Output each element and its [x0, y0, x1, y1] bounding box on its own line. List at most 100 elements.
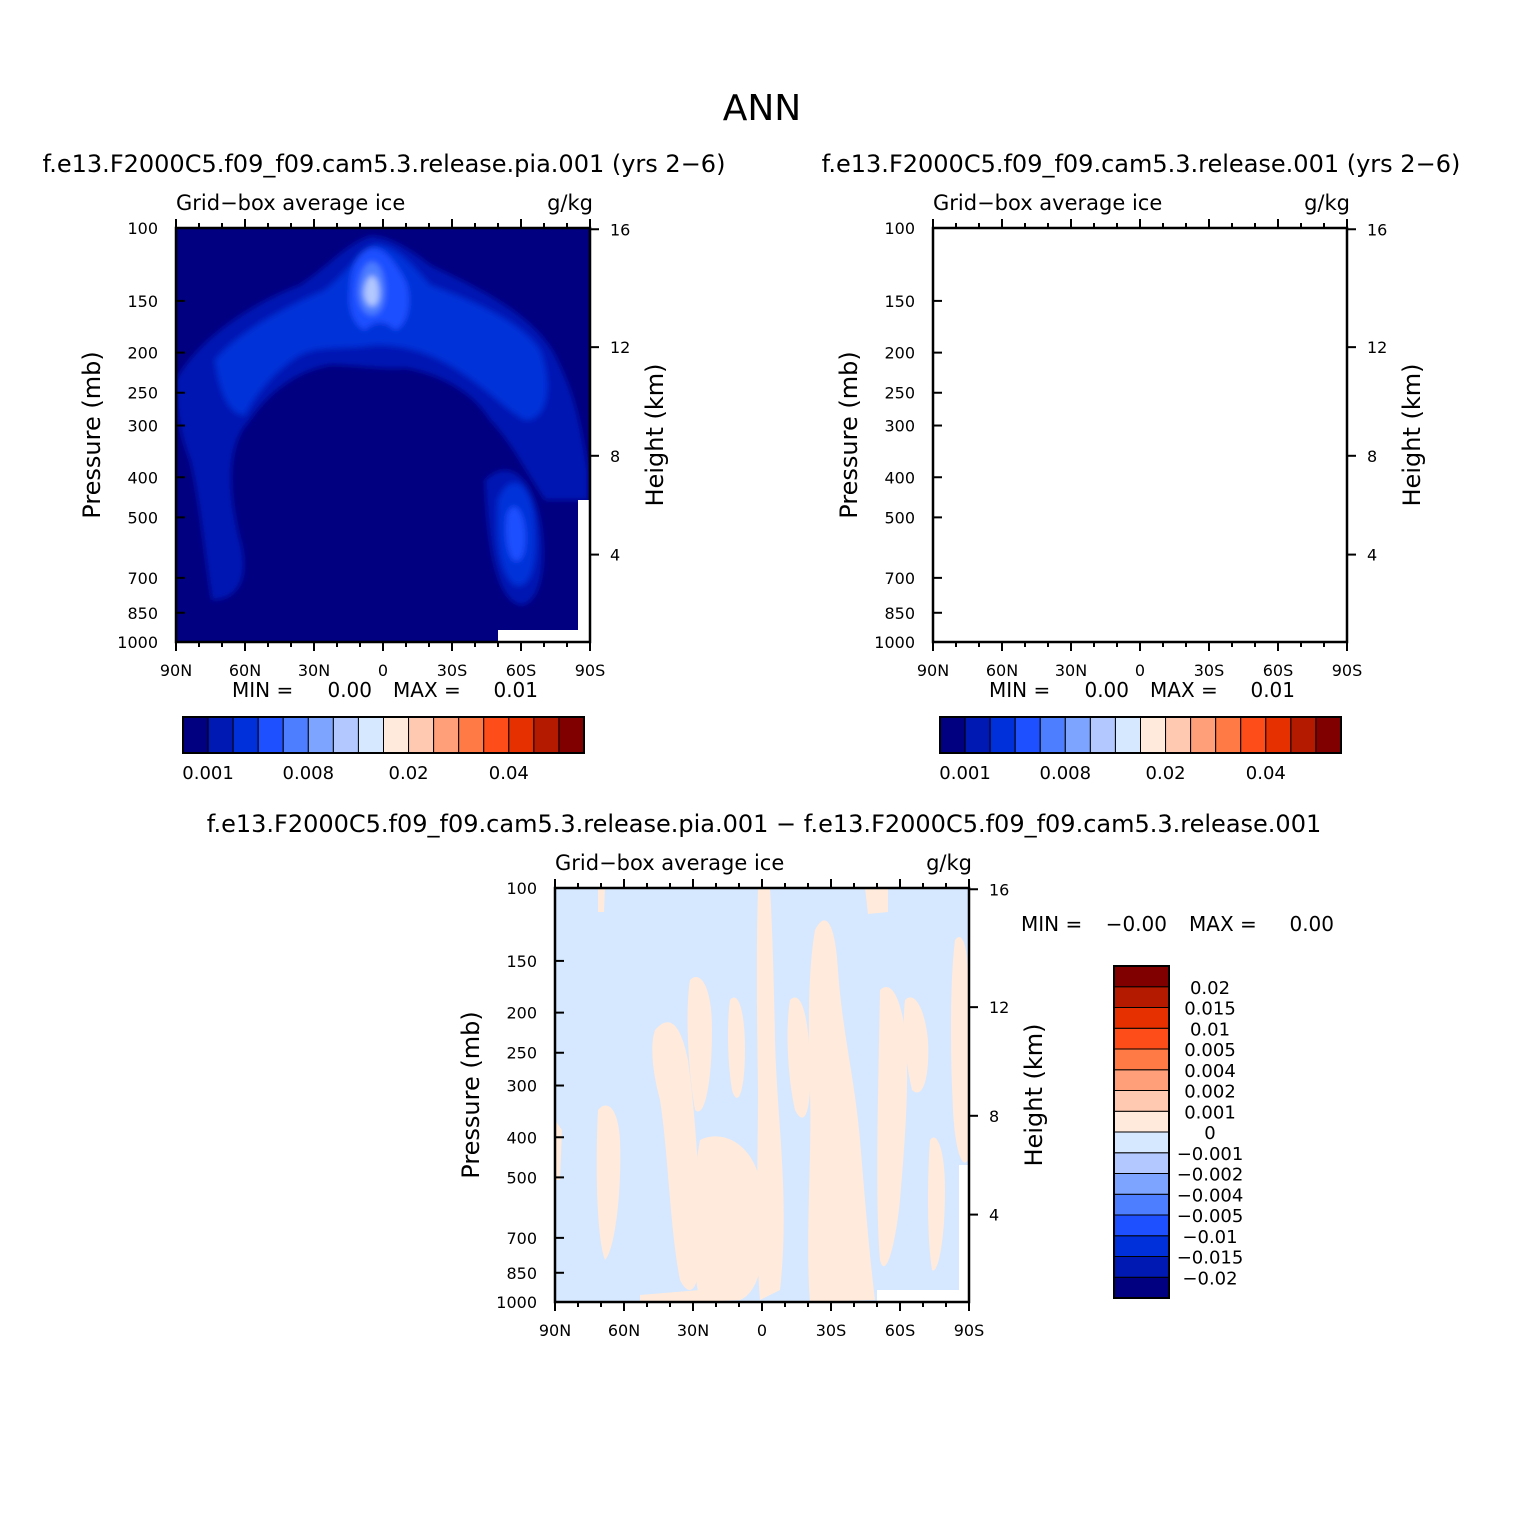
colorbar-label: 0.04: [1246, 763, 1286, 784]
missing-data-region: [959, 1165, 969, 1302]
ice-contour-level-2: [972, 245, 1304, 420]
colorbar: −0.02−0.015−0.01−0.005−0.004−0.002−0.001…: [1113, 965, 1244, 1299]
positive-diff-region: [877, 986, 908, 1267]
x-tick-label: 30S: [1194, 661, 1225, 680]
colorbar-swatch: [558, 716, 585, 754]
y-tick-label: 150: [884, 292, 915, 311]
min-value: 0.00: [1084, 678, 1129, 702]
y-tick-label: 700: [884, 569, 915, 588]
y2-axis-label: Height (km): [1020, 1024, 1048, 1167]
ice-contour-level-5: [364, 276, 379, 306]
y-tick-label: 400: [127, 468, 158, 487]
y-tick-label: 400: [884, 468, 915, 487]
y2-tick-label: 4: [610, 546, 620, 565]
ice-contour-level-2b: [1254, 483, 1292, 586]
x-tick-label: 30N: [298, 661, 330, 680]
ice-contour-level-3b: [506, 506, 526, 562]
x-tick-label: 60S: [885, 1321, 916, 1340]
colorbar-label: 0.015: [1184, 999, 1236, 1020]
ice-contour-level-4: [1115, 262, 1142, 315]
positive-diff-region: [596, 1105, 621, 1260]
colorbar-label: 0.004: [1184, 1061, 1236, 1082]
colorbar-label: 0.02: [1190, 978, 1230, 999]
panel-test-case: f.e13.F2000C5.f09_f09.cam5.3.release.pia…: [43, 150, 726, 784]
y-tick-label: 250: [506, 1044, 537, 1063]
y2-tick-label: 12: [610, 338, 630, 357]
colorbar-label: −0.004: [1177, 1185, 1244, 1206]
x-axis: 90N 60N 30N 0 30S 60S 90S: [539, 879, 984, 1340]
colorbar-swatch: [1113, 1131, 1170, 1154]
colorbar-swatch: [1113, 1048, 1170, 1071]
colorbar-label: 0.02: [389, 763, 429, 784]
colorbar-swatch: [282, 716, 309, 754]
field-background: [933, 228, 1347, 642]
y-tick-label: 700: [127, 569, 158, 588]
colorbar-swatch: [508, 716, 535, 754]
x-tick-label: 90S: [575, 661, 606, 680]
colorbar-label: 0.005: [1184, 1040, 1236, 1061]
y-tick-label: 300: [506, 1077, 537, 1096]
colorbar-swatch: [1315, 716, 1342, 754]
colorbar-swatch: [1113, 1069, 1170, 1091]
x-tick-label: 60N: [608, 1321, 640, 1340]
positive-diff-region: [950, 936, 968, 1163]
ice-contour-level-1: [933, 236, 1345, 600]
y-tick-label: 150: [127, 292, 158, 311]
plot-frame: [931, 226, 1349, 644]
colorbar-label: 0: [1204, 1123, 1215, 1144]
y2-tick-label: 4: [989, 1206, 999, 1225]
colorbar: 0.001 0.008 0.02 0.04: [939, 716, 1342, 784]
units-label: g/kg: [547, 191, 593, 215]
colorbar-swatch: [483, 716, 510, 754]
max-value: 0.00: [1289, 912, 1334, 936]
variable-label: Grid−box average ice: [933, 191, 1162, 215]
positive-diff-region: [693, 1136, 765, 1302]
y2-axis-label: Height (km): [1398, 364, 1426, 507]
y-tick-label: 1000: [874, 633, 915, 652]
ice-contour-level-1b: [1242, 470, 1300, 605]
colorbar-swatch: [1039, 716, 1066, 754]
y2-tick-label: 4: [1367, 546, 1377, 565]
y-axis-label: Pressure (mb): [835, 351, 863, 518]
missing-data-region: [1255, 630, 1347, 642]
y2-tick-label: 8: [1367, 447, 1377, 466]
colorbar-swatch: [1113, 1090, 1170, 1112]
positive-diff-region: [640, 1290, 720, 1302]
y-tick-label: 100: [506, 879, 537, 898]
y-tick-label: 300: [127, 417, 158, 436]
colorbar-swatch: [207, 716, 234, 754]
y-axis: 100 150 200 250 300 400 500 700 850 1000: [117, 219, 185, 652]
colorbar-swatch: [458, 716, 485, 754]
y-tick-label: 200: [884, 344, 915, 363]
y-tick-label: 500: [506, 1168, 537, 1187]
colorbar-swatch: [1265, 716, 1292, 754]
positive-diff-region: [687, 977, 712, 1112]
x-tick-label: 30N: [1055, 661, 1087, 680]
panel-control-case: f.e13.F2000C5.f09_f09.cam5.3.release.001…: [822, 150, 1461, 784]
y2-tick-label: 16: [989, 880, 1009, 899]
colorbar-swatch: [1113, 1193, 1170, 1216]
colorbar-label: −0.005: [1177, 1206, 1244, 1227]
colorbar-label: −0.015: [1177, 1248, 1244, 1269]
positive-diff-region: [652, 1022, 700, 1290]
contour-field: [176, 228, 590, 642]
max-label: MAX =: [393, 678, 461, 702]
y-axis-label: Pressure (mb): [457, 1011, 485, 1178]
colorbar-swatch: [1014, 716, 1041, 754]
y-tick-label: 250: [884, 384, 915, 403]
colorbar-swatch: [257, 716, 284, 754]
positive-diff-region: [903, 997, 929, 1093]
colorbar-swatch: [939, 716, 966, 754]
y-tick-label: 850: [884, 604, 915, 623]
colorbar-swatch: [533, 716, 560, 754]
colorbar-swatch: [182, 716, 209, 754]
ice-contour-level-5: [1121, 276, 1136, 306]
max-label: MAX =: [1189, 912, 1257, 936]
colorbar-swatch: [1114, 716, 1141, 754]
colorbar-swatch: [1113, 1110, 1170, 1133]
case-title: f.e13.F2000C5.f09_f09.cam5.3.release.pia…: [43, 150, 726, 178]
y-tick-label: 100: [127, 219, 158, 238]
y-tick-label: 300: [884, 417, 915, 436]
min-value: −0.00: [1106, 912, 1167, 936]
